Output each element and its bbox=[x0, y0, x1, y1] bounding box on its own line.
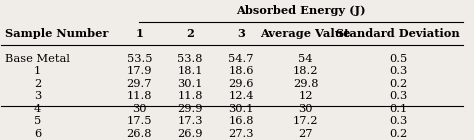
Text: 30.1: 30.1 bbox=[177, 79, 203, 89]
Text: 17.9: 17.9 bbox=[127, 66, 152, 76]
Text: 16.8: 16.8 bbox=[228, 116, 254, 126]
Text: Average Value: Average Value bbox=[261, 28, 351, 39]
Text: 18.6: 18.6 bbox=[228, 66, 254, 76]
Text: 29.9: 29.9 bbox=[177, 104, 203, 114]
Text: 18.2: 18.2 bbox=[293, 66, 319, 76]
Text: 29.8: 29.8 bbox=[293, 79, 319, 89]
Text: 1: 1 bbox=[34, 66, 41, 76]
Text: 29.7: 29.7 bbox=[127, 79, 152, 89]
Text: 30: 30 bbox=[132, 104, 146, 114]
Text: 0.3: 0.3 bbox=[389, 66, 407, 76]
Text: Standard Deviation: Standard Deviation bbox=[336, 28, 460, 39]
Text: 12: 12 bbox=[299, 91, 313, 101]
Text: 54.7: 54.7 bbox=[228, 54, 254, 64]
Text: 11.8: 11.8 bbox=[127, 91, 152, 101]
Text: Base Metal: Base Metal bbox=[5, 54, 70, 64]
Text: 0.5: 0.5 bbox=[389, 54, 407, 64]
Text: 0.2: 0.2 bbox=[389, 129, 407, 139]
Text: 0.2: 0.2 bbox=[389, 79, 407, 89]
Text: 17.2: 17.2 bbox=[293, 116, 319, 126]
Text: 3: 3 bbox=[237, 28, 245, 39]
Text: 5: 5 bbox=[34, 116, 41, 126]
Text: 27: 27 bbox=[299, 129, 313, 139]
Text: 3: 3 bbox=[34, 91, 41, 101]
Text: 2: 2 bbox=[186, 28, 194, 39]
Text: 18.1: 18.1 bbox=[177, 66, 203, 76]
Text: 26.9: 26.9 bbox=[177, 129, 203, 139]
Text: 17.3: 17.3 bbox=[177, 116, 203, 126]
Text: 17.5: 17.5 bbox=[127, 116, 152, 126]
Text: 12.4: 12.4 bbox=[228, 91, 254, 101]
Text: 4: 4 bbox=[34, 104, 41, 114]
Text: 53.5: 53.5 bbox=[127, 54, 152, 64]
Text: 2: 2 bbox=[34, 79, 41, 89]
Text: Absorbed Energy (J): Absorbed Energy (J) bbox=[237, 5, 366, 16]
Text: 0.1: 0.1 bbox=[389, 104, 407, 114]
Text: 27.3: 27.3 bbox=[228, 129, 254, 139]
Text: 54: 54 bbox=[299, 54, 313, 64]
Text: 0.3: 0.3 bbox=[389, 116, 407, 126]
Text: 0.3: 0.3 bbox=[389, 91, 407, 101]
Text: 26.8: 26.8 bbox=[127, 129, 152, 139]
Text: 30.1: 30.1 bbox=[228, 104, 254, 114]
Text: 1: 1 bbox=[136, 28, 143, 39]
Text: 11.8: 11.8 bbox=[177, 91, 203, 101]
Text: 29.6: 29.6 bbox=[228, 79, 254, 89]
Text: 53.8: 53.8 bbox=[177, 54, 203, 64]
Text: Sample Number: Sample Number bbox=[5, 28, 109, 39]
Text: 30: 30 bbox=[299, 104, 313, 114]
Text: 6: 6 bbox=[34, 129, 41, 139]
